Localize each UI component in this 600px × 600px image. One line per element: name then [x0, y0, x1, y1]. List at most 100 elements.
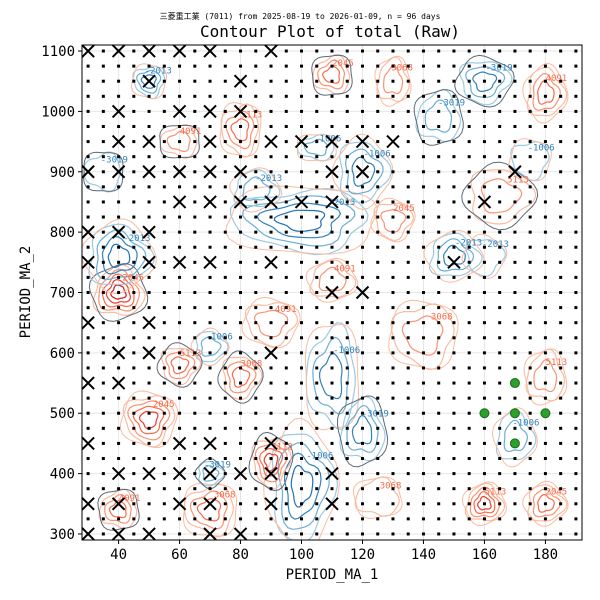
grid-point-marker: [406, 411, 410, 415]
grid-point-marker: [437, 336, 441, 340]
grid-point-marker: [254, 64, 258, 68]
grid-point-marker: [437, 170, 441, 174]
grid-point-marker: [421, 426, 425, 430]
grid-point-marker: [391, 381, 395, 385]
y-tick-label: 600: [50, 346, 75, 362]
grid-point-marker: [254, 351, 258, 355]
grid-point-marker: [391, 275, 395, 279]
grid-point-marker: [162, 291, 166, 294]
grid-point-marker: [559, 351, 563, 355]
x-marker: [355, 165, 370, 179]
grid-point-marker: [101, 366, 105, 370]
grid-point-marker: [406, 260, 410, 264]
grid-point-marker: [391, 260, 395, 264]
grid-point-marker: [223, 426, 227, 430]
grid-point-marker: [330, 215, 334, 219]
grid-point-marker: [132, 517, 136, 521]
best-point-marker: [509, 408, 520, 419]
grid-point-marker: [193, 441, 197, 445]
grid-point-marker: [315, 64, 319, 68]
grid-point-marker: [452, 426, 456, 430]
contour-line: [305, 257, 359, 303]
grid-point-marker: [330, 49, 334, 53]
grid-point-marker: [300, 517, 304, 521]
grid-point-marker: [132, 94, 136, 98]
grid-point-marker: [269, 517, 273, 521]
grid-point-marker: [315, 260, 319, 264]
contour-line: [244, 301, 299, 348]
grid-point-marker: [543, 109, 547, 113]
grid-point-marker: [437, 487, 441, 491]
contour-line: [195, 330, 229, 363]
grid-point-marker: [345, 260, 349, 264]
grid-point-marker: [498, 230, 502, 234]
grid-point-marker: [284, 79, 288, 83]
x-tick-label: 140: [411, 547, 436, 563]
grid-point-marker: [376, 532, 380, 536]
contour-label: -3019: [486, 64, 513, 74]
x-marker: [264, 195, 278, 209]
grid-point-marker: [101, 396, 105, 400]
grid-point-marker: [498, 49, 502, 53]
grid-point-marker: [86, 517, 90, 521]
grid-point-marker: [86, 94, 90, 98]
contour-line: [256, 202, 342, 239]
grid-point-marker: [513, 140, 517, 144]
grid-point-marker: [421, 351, 425, 355]
grid-point-marker: [345, 411, 349, 415]
grid-point-marker: [132, 366, 136, 370]
x-marker: [325, 285, 339, 300]
grid-point-marker: [360, 49, 364, 53]
grid-point-marker: [178, 291, 182, 294]
grid-point-marker: [437, 411, 441, 415]
contour-line: [469, 486, 501, 518]
grid-point-marker: [284, 245, 288, 249]
contour-label: -2013: [482, 240, 509, 250]
grid-point-marker: [86, 245, 90, 249]
contour-line: [532, 488, 562, 518]
grid-point-marker: [315, 79, 319, 83]
grid-point-marker: [528, 49, 532, 53]
grid-point-marker: [193, 200, 197, 204]
grid-point-marker: [239, 291, 243, 294]
grid-point-marker: [528, 140, 532, 144]
grid-point-marker: [437, 64, 441, 68]
x-tick-label: 160: [472, 547, 497, 563]
grid-point-marker: [406, 215, 410, 219]
y-axis-label: PERIOD_MA_2: [18, 246, 34, 339]
contour-line: [472, 71, 498, 93]
grid-point-marker: [574, 532, 578, 536]
grid-point-marker: [162, 109, 166, 113]
grid-point-marker: [208, 517, 212, 521]
grid-point-marker: [254, 517, 258, 521]
grid-point-marker: [376, 200, 380, 204]
grid-point-marker: [406, 306, 410, 310]
grid-point-marker: [543, 426, 547, 430]
x-marker: [203, 255, 217, 270]
grid-point-marker: [284, 64, 288, 68]
grid-point-marker: [193, 140, 197, 144]
grid-point-marker: [391, 49, 395, 53]
grid-point-marker: [345, 487, 349, 491]
x-marker: [325, 165, 339, 179]
grid-point-marker: [376, 472, 380, 476]
grid-point-marker: [223, 441, 227, 445]
grid-point-marker: [284, 306, 288, 310]
grid-point-marker: [254, 411, 258, 415]
grid-point-marker: [345, 215, 349, 219]
grid-point-marker: [86, 336, 90, 340]
grid-point-marker: [239, 321, 243, 325]
grid-point-marker: [452, 336, 456, 340]
y-tick-label: 800: [50, 225, 75, 241]
grid-point-marker: [239, 260, 243, 264]
grid-point-marker: [528, 215, 532, 219]
grid-point-marker: [193, 336, 197, 340]
grid-point-marker: [147, 109, 151, 113]
grid-point-marker: [269, 109, 273, 113]
grid-point-marker: [178, 94, 182, 98]
grid-point-marker: [345, 532, 349, 536]
grid-point-marker: [147, 396, 151, 400]
grid-point-marker: [421, 321, 425, 325]
grid-point-marker: [376, 245, 380, 249]
grid-point-marker: [193, 260, 197, 264]
